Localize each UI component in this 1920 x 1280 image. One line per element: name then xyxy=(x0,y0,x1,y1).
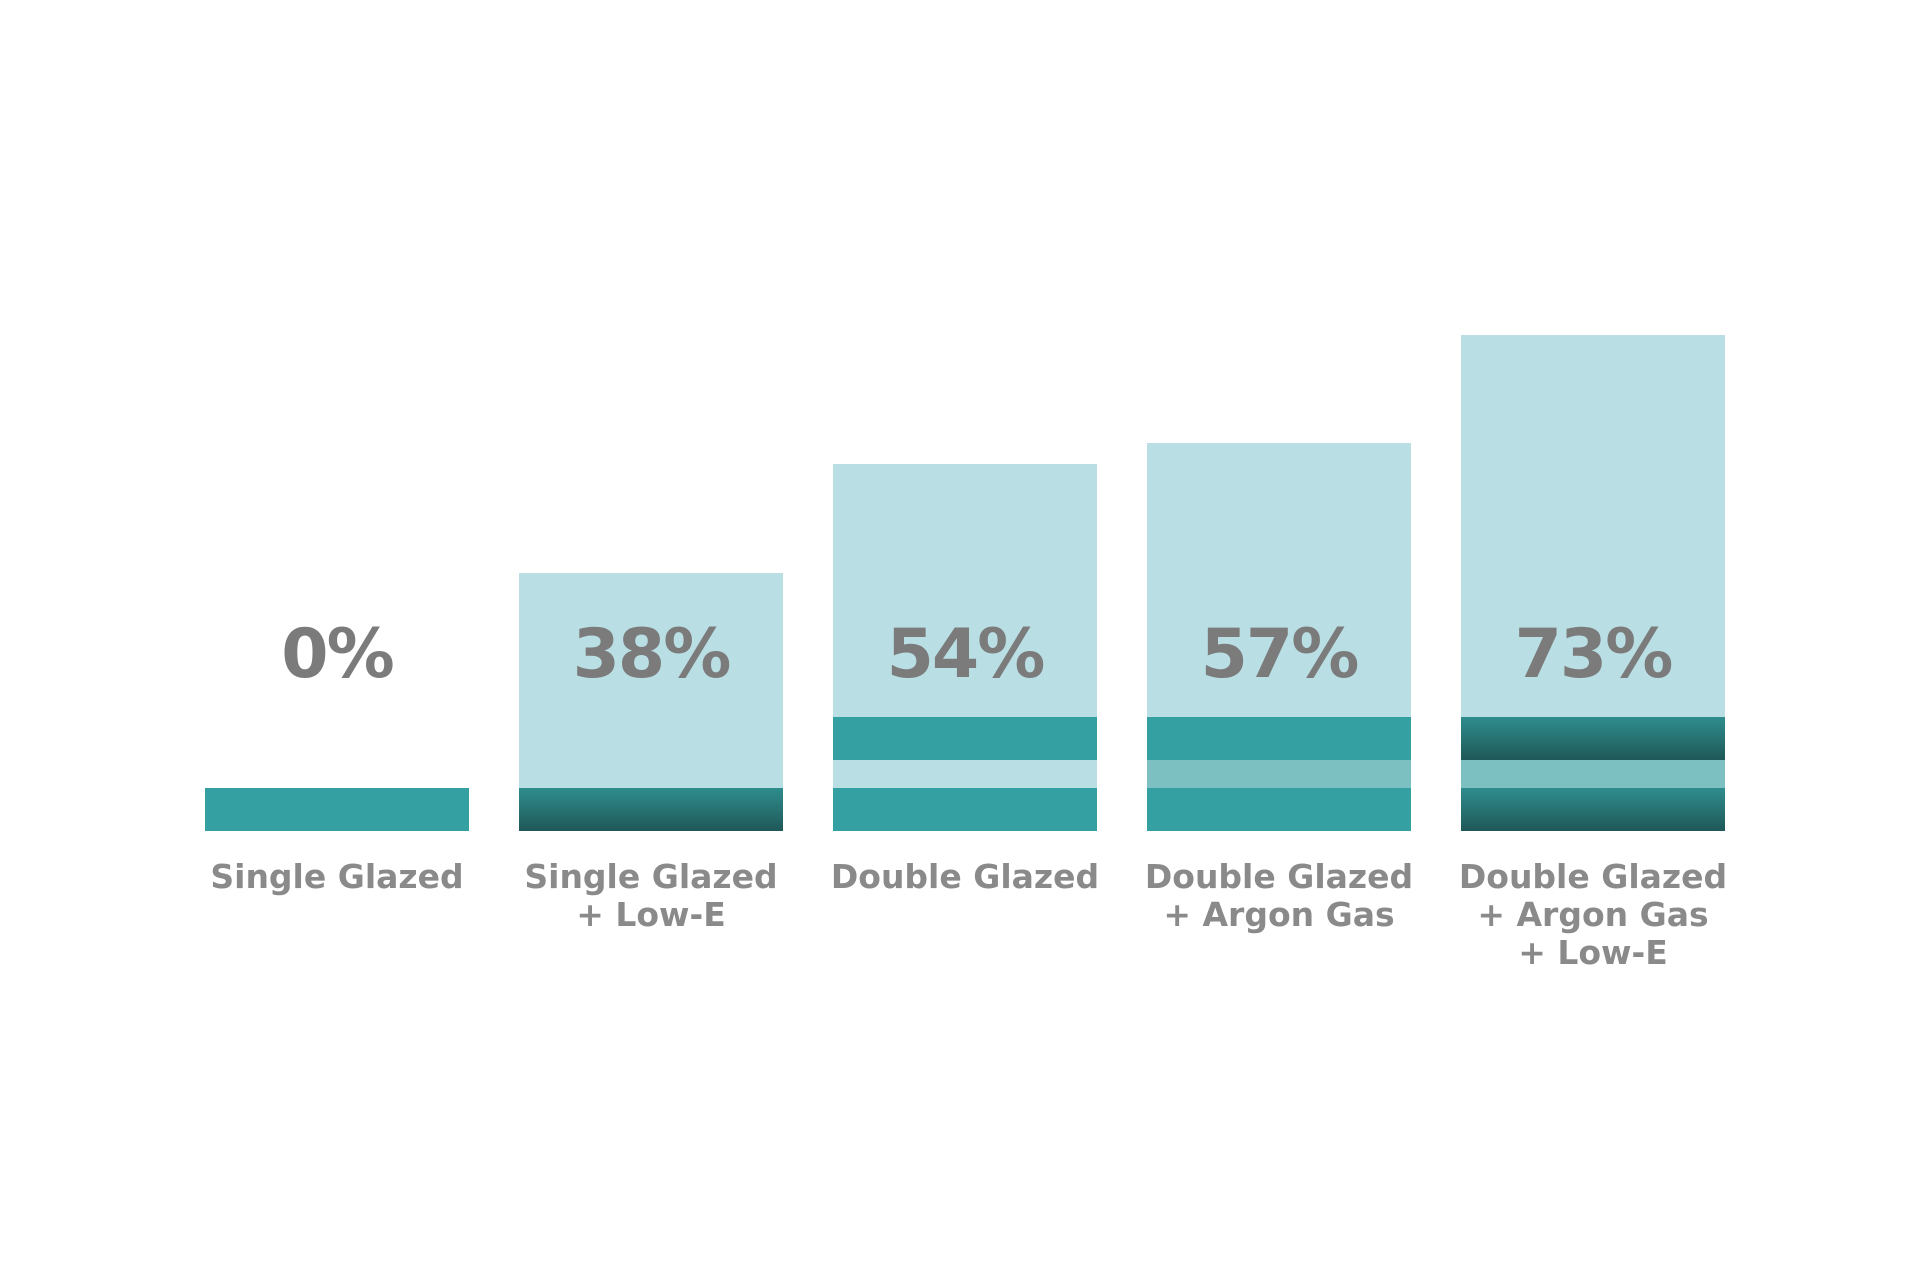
glass-pane xyxy=(833,788,1097,831)
category-label: Double Glazed + Argon Gas + Low-E xyxy=(1458,857,1728,972)
category-label: Double Glazed xyxy=(830,857,1100,896)
glass-pane xyxy=(1461,717,1725,760)
glass-pane xyxy=(833,717,1097,760)
category-label: Single Glazed + Low-E xyxy=(524,857,778,934)
category-label: Single Glazed xyxy=(210,857,464,896)
value-label: 38% xyxy=(572,615,732,694)
glass-pane xyxy=(1147,717,1411,760)
value-label: 54% xyxy=(886,615,1046,694)
glass-pane xyxy=(1461,760,1725,788)
value-label: 57% xyxy=(1200,615,1360,694)
value-label: 0% xyxy=(281,615,394,694)
glass-pane xyxy=(1147,760,1411,788)
glass-pane xyxy=(1147,788,1411,831)
glass-pane xyxy=(1461,788,1725,831)
bar xyxy=(519,572,783,831)
glass-pane xyxy=(833,760,1097,788)
glass-pane xyxy=(205,788,469,831)
category-label: Double Glazed + Argon Gas xyxy=(1144,857,1414,934)
value-label: 73% xyxy=(1514,615,1674,694)
glass-pane xyxy=(519,788,783,831)
